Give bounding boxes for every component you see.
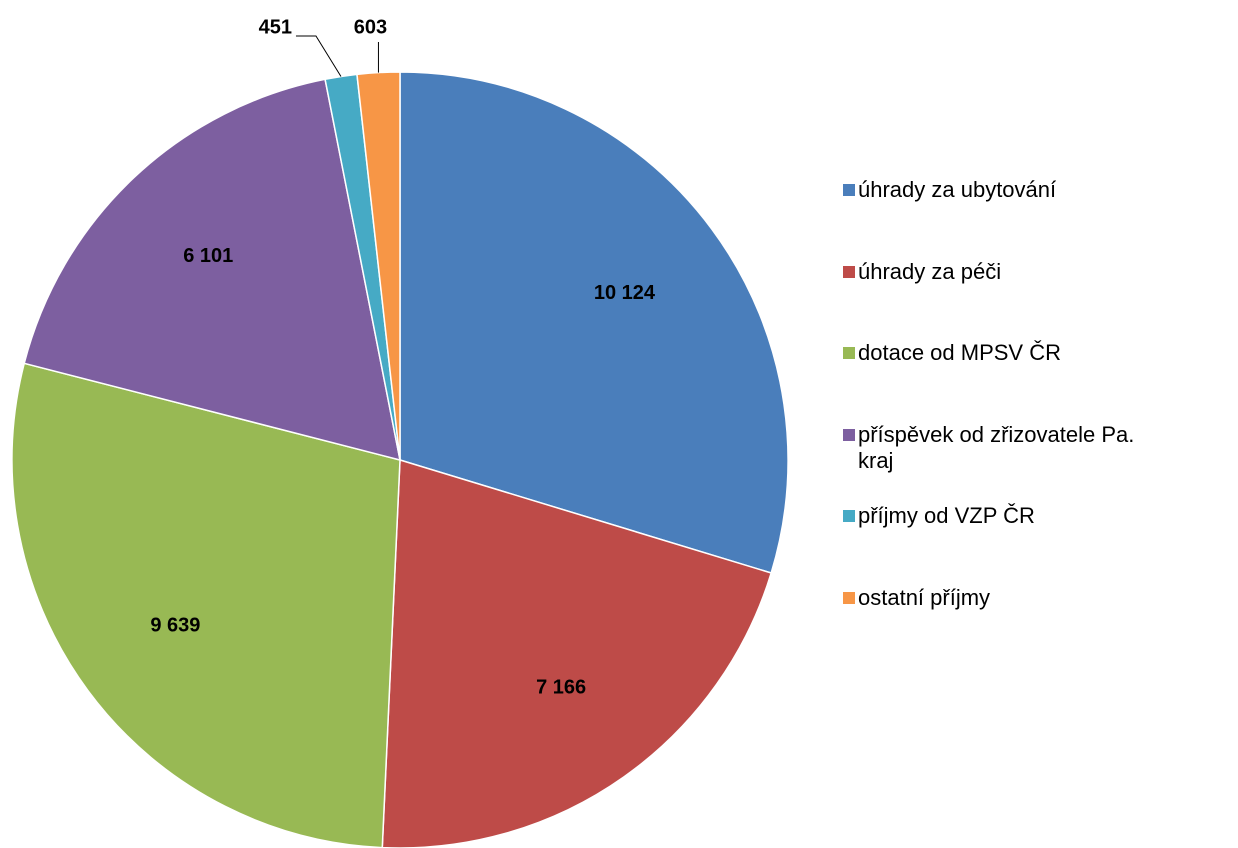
legend-swatch bbox=[843, 184, 855, 196]
pie-slice bbox=[381, 459, 773, 848]
data-label: 7 166 bbox=[536, 676, 586, 698]
pie-slice bbox=[399, 71, 789, 574]
data-label: 10 124 bbox=[594, 282, 656, 304]
legend-label: úhrady za ubytování bbox=[858, 177, 1057, 202]
legend-item: příjmy od VZP ČR bbox=[843, 503, 1158, 529]
legend-label: úhrady za péči bbox=[858, 258, 1002, 284]
legend-label: ostatní příjmy bbox=[858, 584, 991, 610]
legend-label: příspěvek od zřizovatele Pa. kraj bbox=[858, 421, 1135, 473]
legend-item: příspěvek od zřizovatele Pa. kraj bbox=[843, 422, 1158, 474]
data-label: 451 bbox=[259, 16, 292, 38]
legend-item: úhrady za péči bbox=[843, 259, 1158, 285]
pie-slice bbox=[356, 71, 401, 461]
legend-swatch bbox=[843, 347, 855, 359]
leader-line bbox=[295, 35, 342, 77]
pie-slice bbox=[23, 78, 401, 462]
legend-swatch bbox=[843, 428, 855, 441]
legend-item: úhrady za ubytování bbox=[843, 177, 1158, 203]
legend-swatch bbox=[843, 591, 855, 604]
legend-swatch bbox=[843, 510, 855, 522]
legend-label: příjmy od VZP ČR bbox=[858, 503, 1035, 528]
legend-swatch bbox=[843, 265, 855, 278]
legend-label: dotace od MPSV ČR bbox=[858, 340, 1061, 365]
legend-item: ostatní příjmy bbox=[843, 585, 1158, 611]
data-label: 6 101 bbox=[183, 245, 233, 267]
pie-slice bbox=[11, 362, 401, 848]
data-label: 603 bbox=[354, 16, 387, 38]
data-label: 9 639 bbox=[150, 614, 200, 636]
legend-item: dotace od MPSV ČR bbox=[843, 340, 1158, 366]
